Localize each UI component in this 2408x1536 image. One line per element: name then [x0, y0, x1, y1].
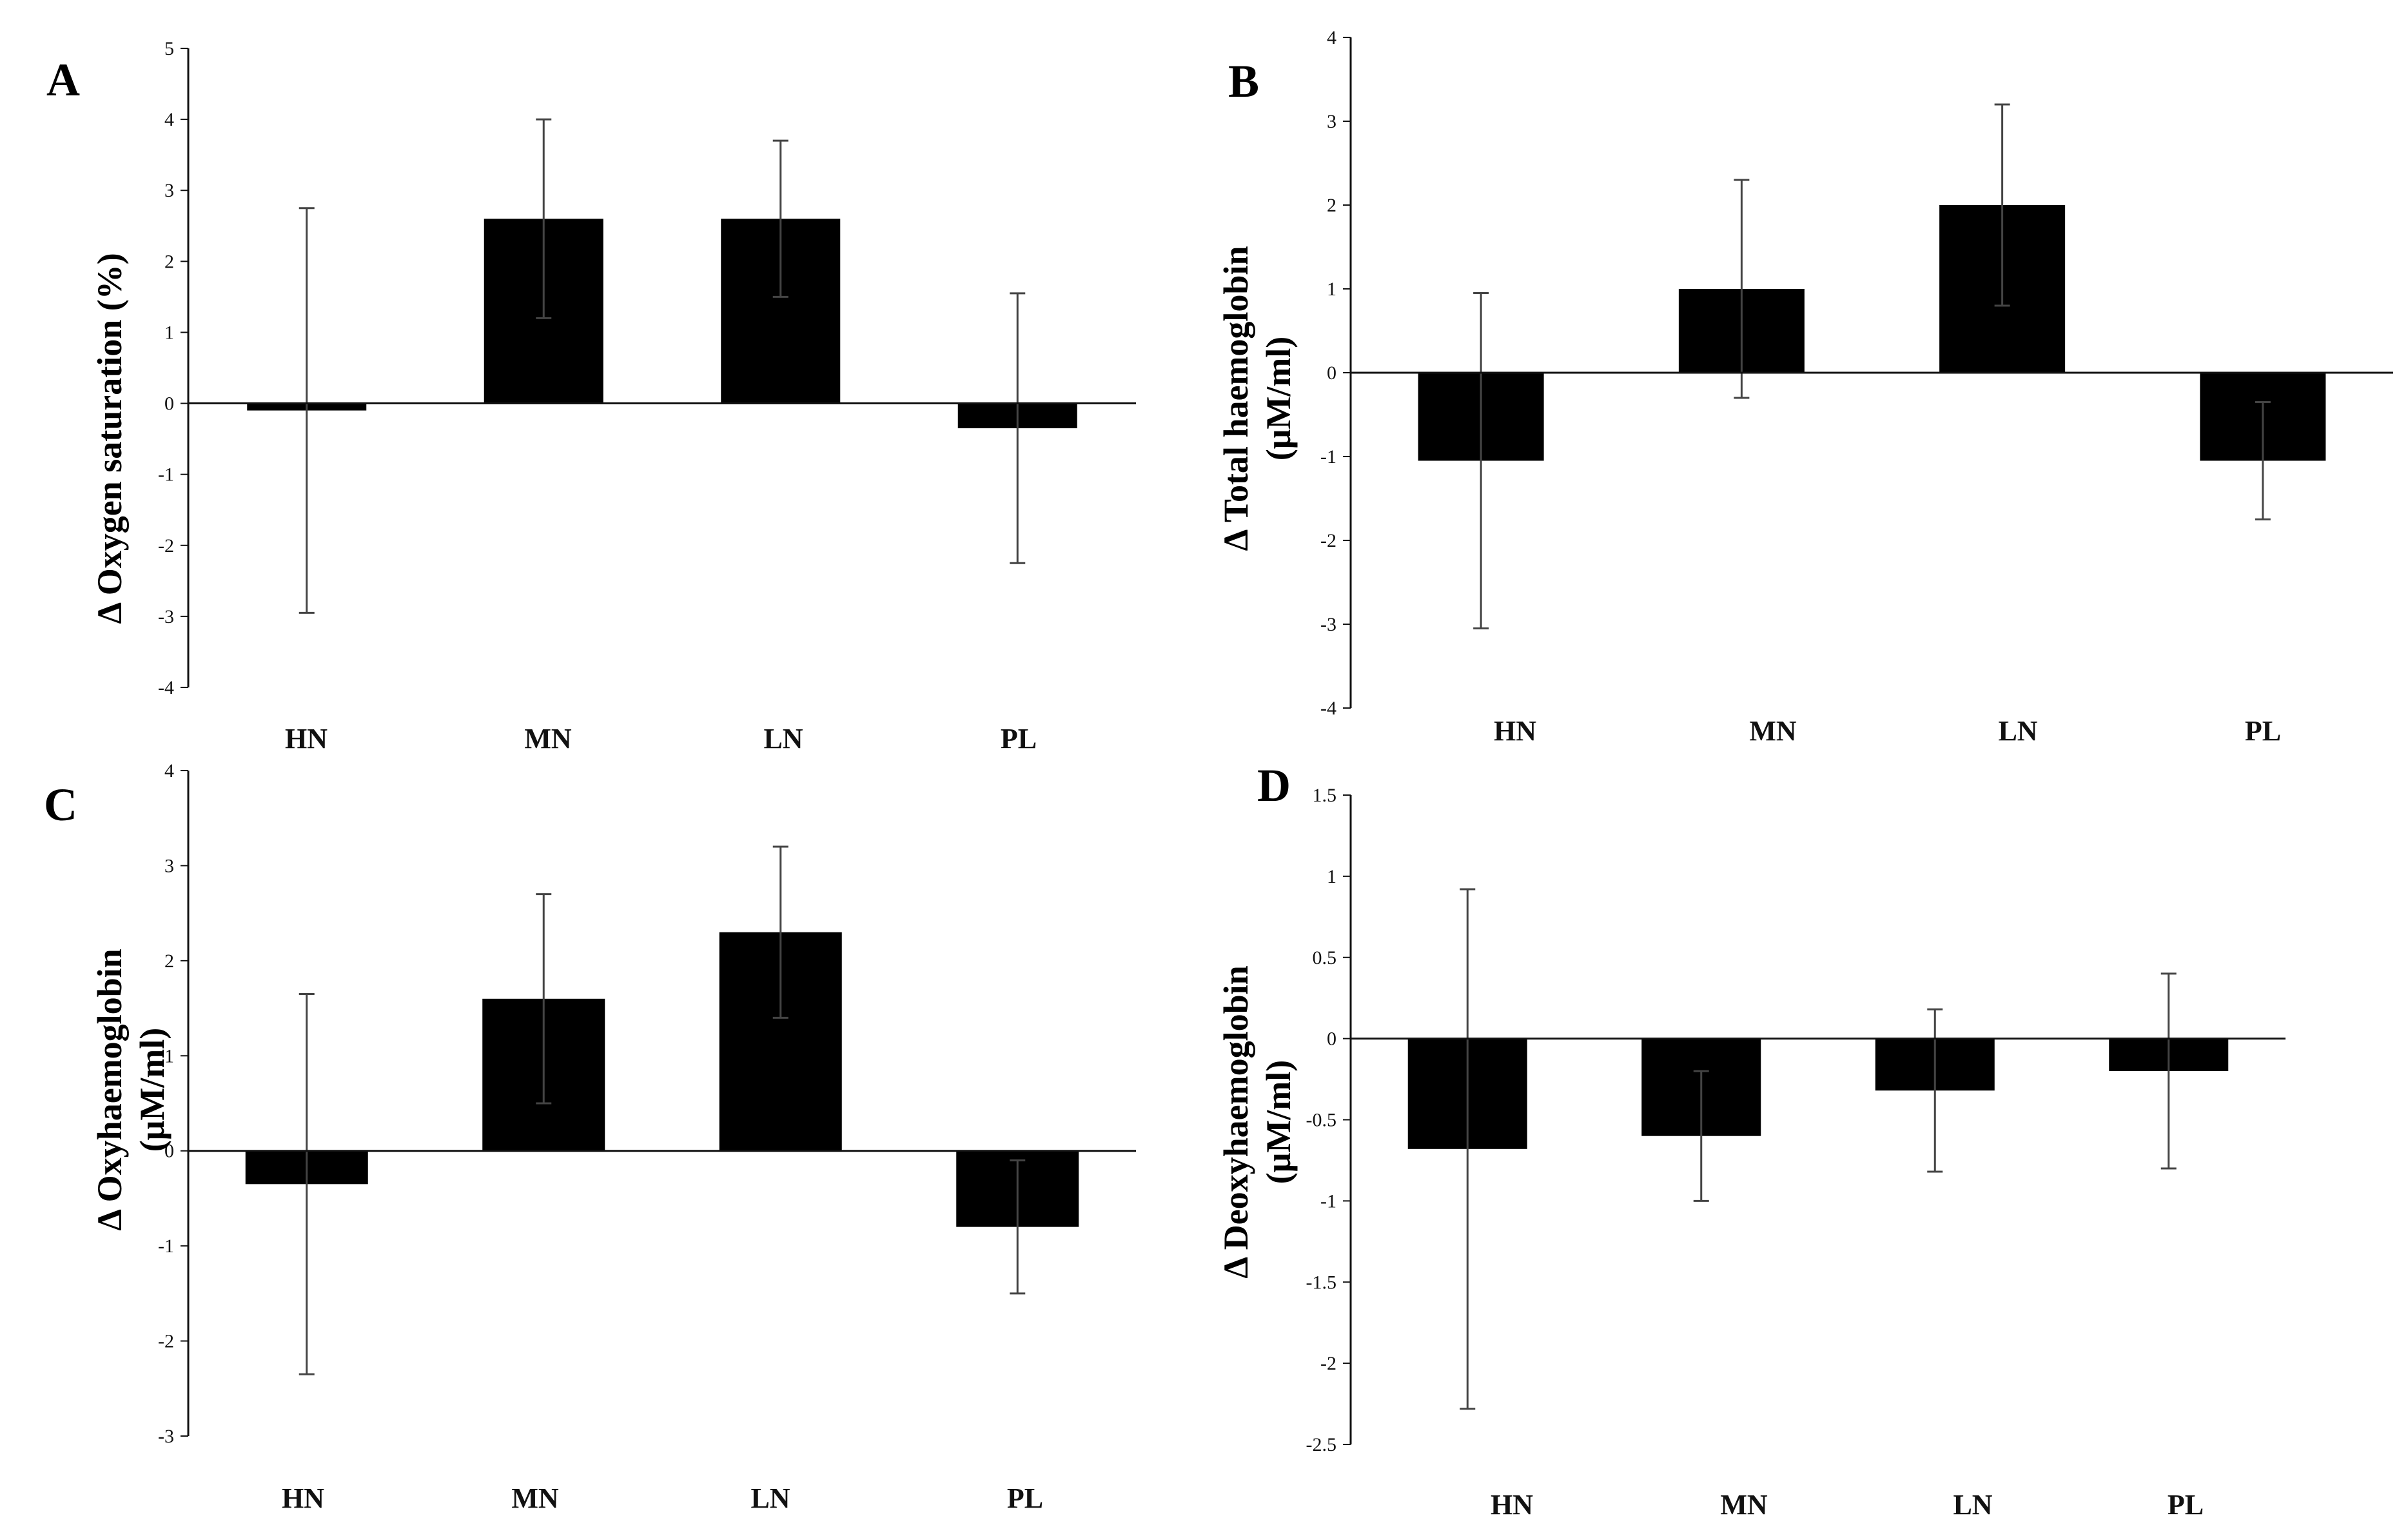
y-tick-label-b: 0: [1327, 362, 1336, 384]
y-axis-label-line: Δ Total haemoglobin: [1217, 246, 1255, 551]
y-axis-label-line: Δ Oxygen saturation (%): [90, 253, 129, 624]
y-tick-label-c: 0: [164, 1141, 174, 1162]
y-tick-label-d: -2.5: [1306, 1434, 1337, 1455]
y-tick-label-a: -1: [158, 464, 174, 486]
error-bar-b-ln: [1994, 103, 2010, 307]
error-bar-b-pl: [2255, 401, 2271, 520]
y-axis-label-line: (μM/ml): [1259, 337, 1298, 461]
y-tick-label-a: 2: [164, 251, 174, 272]
y-tick-label-b: 4: [1327, 27, 1336, 48]
y-tick-label-a: 3: [164, 180, 174, 201]
error-bar-d-hn: [1460, 888, 1476, 1410]
y-tick-label-d: -1: [1320, 1190, 1336, 1212]
y-axis-label-c: Δ Oxyhaemoglobin (μM/ml): [90, 949, 171, 1230]
error-bar-c-mn: [536, 893, 552, 1105]
panel-b: B -4 -3 -2 -1 0 1 2 3 4 HN MN LN PL Δ Total haemoglobi…: [1217, 27, 2393, 747]
y-tick-label-d: 0.5: [1313, 947, 1337, 969]
y-tick-label-d: 1: [1327, 866, 1336, 887]
y-tick-label-b: -2: [1320, 530, 1336, 551]
category-label-d-pl: PL: [2168, 1489, 2204, 1521]
error-bar-c-ln: [772, 845, 788, 1019]
y-tick-label-c: 2: [164, 950, 174, 972]
category-label-c-mn: MN: [511, 1482, 559, 1514]
y-axis-label-line: Δ Deoxyhaemoglobin: [1217, 965, 1255, 1278]
y-tick-label-a: -4: [158, 677, 174, 698]
category-label-c-ln: LN: [750, 1482, 790, 1514]
y-tick-label-c: 3: [164, 855, 174, 876]
category-label-a-mn: MN: [524, 723, 572, 754]
y-axis-label-d: Δ Deoxyhaemoglobin (μM/ml): [1217, 965, 1298, 1278]
y-tick-label-c: -3: [158, 1426, 174, 1447]
y-tick-label-d: -0.5: [1306, 1110, 1337, 1131]
y-tick-label-a: 0: [164, 393, 174, 415]
category-label-b-ln: LN: [1998, 715, 2037, 747]
error-bar-d-pl: [2160, 972, 2177, 1170]
y-tick-label-a: 1: [164, 322, 174, 343]
category-label-d-mn: MN: [1720, 1489, 1768, 1521]
category-label-c-pl: PL: [1007, 1482, 1043, 1514]
y-tick-label-d: -2: [1320, 1353, 1336, 1374]
y-tick-label-b: -1: [1320, 446, 1336, 468]
category-label-b-mn: MN: [1749, 715, 1797, 747]
y-axis-label-a: Δ Oxygen saturation (%): [90, 253, 129, 624]
error-bar-b-hn: [1473, 292, 1489, 629]
category-label-c-hn: HN: [282, 1482, 324, 1514]
category-label-d-hn: HN: [1491, 1489, 1533, 1521]
error-bar-a-hn: [299, 207, 315, 614]
y-axis-label-b: Δ Total haemoglobin (μM/ml): [1217, 246, 1298, 551]
y-tick-label-c: 1: [164, 1045, 174, 1067]
error-bar-b-mn: [1734, 179, 1750, 399]
y-tick-label-c: -1: [158, 1236, 174, 1257]
y-tick-label-a: 4: [164, 109, 174, 130]
y-axis-label-line: (μM/ml): [133, 1028, 171, 1152]
panel-label-c: C: [44, 779, 77, 831]
y-tick-label-a: -3: [158, 606, 174, 627]
panel-label-d: D: [1257, 760, 1291, 811]
panel-label-b: B: [1228, 55, 1259, 107]
y-tick-label-b: -4: [1320, 698, 1336, 719]
category-label-a-hn: HN: [285, 723, 328, 754]
y-axis-label-line: (μM/ml): [1259, 1060, 1298, 1185]
error-bar-d-mn: [1693, 1070, 1709, 1202]
panel-d: D -2.5 -2 -1.5 -1 -0.5 0 0.5 1 1.5 HN MN LN PL Δ Deoxy…: [1217, 760, 2286, 1521]
category-label-b-hn: HN: [1494, 715, 1536, 747]
y-tick-label-a: -2: [158, 535, 174, 556]
error-bar-a-ln: [772, 139, 788, 298]
y-tick-label-d: 1.5: [1313, 785, 1337, 806]
error-bar-c-hn: [299, 992, 315, 1375]
y-tick-label-a: 5: [164, 38, 174, 59]
error-bar-d-ln: [1927, 1008, 1943, 1173]
y-axis-label-line: Δ Oxyhaemoglobin: [90, 949, 129, 1230]
error-bar-c-pl: [1010, 1159, 1026, 1295]
error-bar-a-pl: [1010, 292, 1026, 564]
y-tick-label-b: -3: [1320, 614, 1336, 635]
panel-label-a: A: [46, 54, 80, 106]
y-tick-label-c: 4: [164, 760, 174, 782]
category-label-d-ln: LN: [1953, 1489, 1992, 1521]
category-label-a-ln: LN: [763, 723, 803, 754]
y-tick-label-b: 1: [1327, 279, 1336, 300]
y-tick-label-d: 0: [1327, 1029, 1336, 1050]
y-tick-label-b: 2: [1327, 195, 1336, 216]
category-label-b-pl: PL: [2245, 715, 2281, 747]
panel-a: A -4 -3 -2 -1 0 1 2 3 4 5 HN MN LN PL Δ Oxygen saturati…: [46, 38, 1136, 754]
y-tick-label-d: -1.5: [1306, 1272, 1337, 1293]
category-label-a-pl: PL: [1001, 723, 1037, 754]
y-tick-label-b: 3: [1327, 111, 1336, 132]
error-bar-a-mn: [536, 118, 552, 319]
y-tick-label-c: -2: [158, 1331, 174, 1352]
panel-c: C -3 -2 -1 0 1 2 3 4 HN MN LN PL Δ Oxyhaemoglobin (μM/…: [44, 760, 1136, 1514]
